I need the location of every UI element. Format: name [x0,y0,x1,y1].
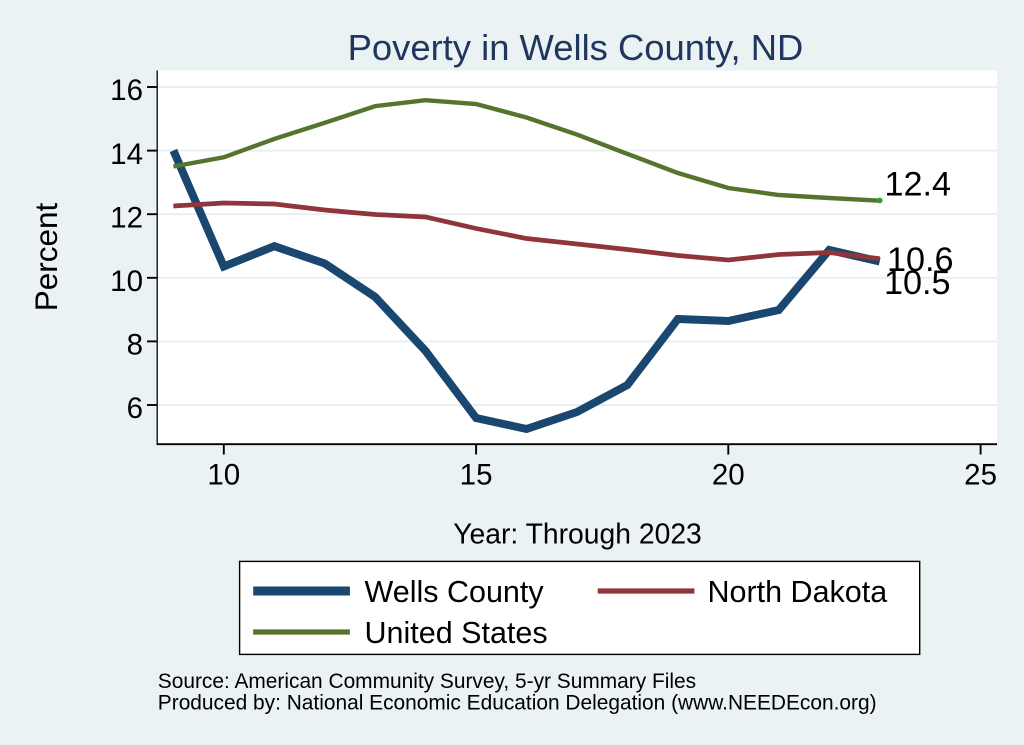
svg-text:United States: United States [365,616,548,650]
svg-text:15: 15 [460,459,493,492]
svg-text:Percent: Percent [28,202,64,311]
svg-text:North Dakota: North Dakota [708,575,888,609]
svg-text:Poverty in Wells County, ND: Poverty in Wells County, ND [348,27,804,68]
svg-text:Source: American Community Sur: Source: American Community Survey, 5-yr … [158,670,696,693]
svg-text:12.4: 12.4 [885,166,952,204]
svg-text:14: 14 [110,138,143,171]
svg-text:10.6: 10.6 [887,241,954,279]
svg-text:20: 20 [712,459,745,492]
svg-text:8: 8 [127,329,143,362]
svg-text:10: 10 [207,459,240,492]
svg-text:10.5: 10.5 [884,264,951,302]
svg-text:16: 16 [110,74,143,107]
svg-text:Year: Through 2023: Year: Through 2023 [453,518,702,550]
svg-text:10: 10 [110,265,143,298]
svg-text:6: 6 [127,392,143,425]
svg-text:25: 25 [964,459,997,492]
svg-text:Wells County: Wells County [365,575,545,609]
svg-text:12: 12 [110,201,143,234]
svg-text:Produced by: National Economic: Produced by: National Economic Education… [158,692,877,715]
